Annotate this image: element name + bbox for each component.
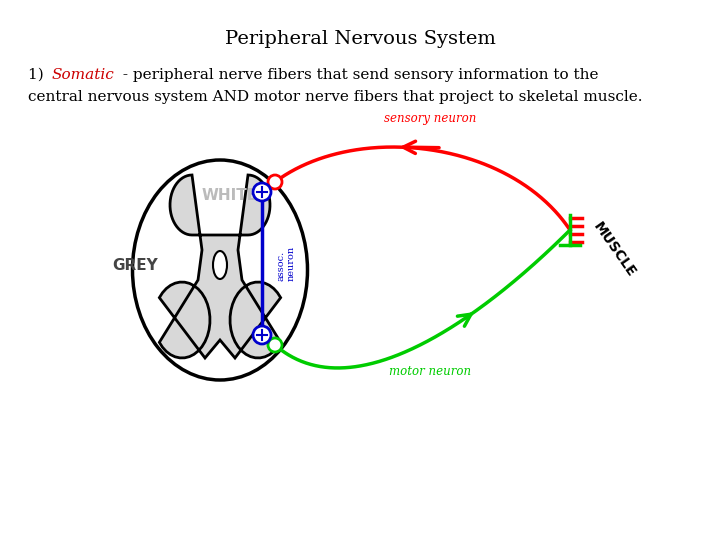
Text: MUSCLE: MUSCLE [590, 220, 638, 280]
Text: 1): 1) [28, 68, 49, 82]
Text: Somatic: Somatic [52, 68, 114, 82]
Ellipse shape [213, 251, 227, 279]
Circle shape [253, 183, 271, 201]
Text: motor neuron: motor neuron [389, 365, 471, 378]
Circle shape [268, 338, 282, 352]
Text: central nervous system AND motor nerve fibers that project to skeletal muscle.: central nervous system AND motor nerve f… [28, 90, 642, 104]
Text: GREY: GREY [112, 258, 158, 273]
Text: WHITE: WHITE [202, 187, 258, 202]
Text: - peripheral nerve fibers that send sensory information to the: - peripheral nerve fibers that send sens… [118, 68, 598, 82]
Ellipse shape [132, 160, 307, 380]
Circle shape [268, 175, 282, 189]
Circle shape [253, 326, 271, 344]
Text: assoc.
neuron: assoc. neuron [276, 246, 295, 281]
Text: Peripheral Nervous System: Peripheral Nervous System [225, 30, 495, 48]
Polygon shape [159, 175, 281, 358]
Text: sensory neuron: sensory neuron [384, 112, 476, 125]
